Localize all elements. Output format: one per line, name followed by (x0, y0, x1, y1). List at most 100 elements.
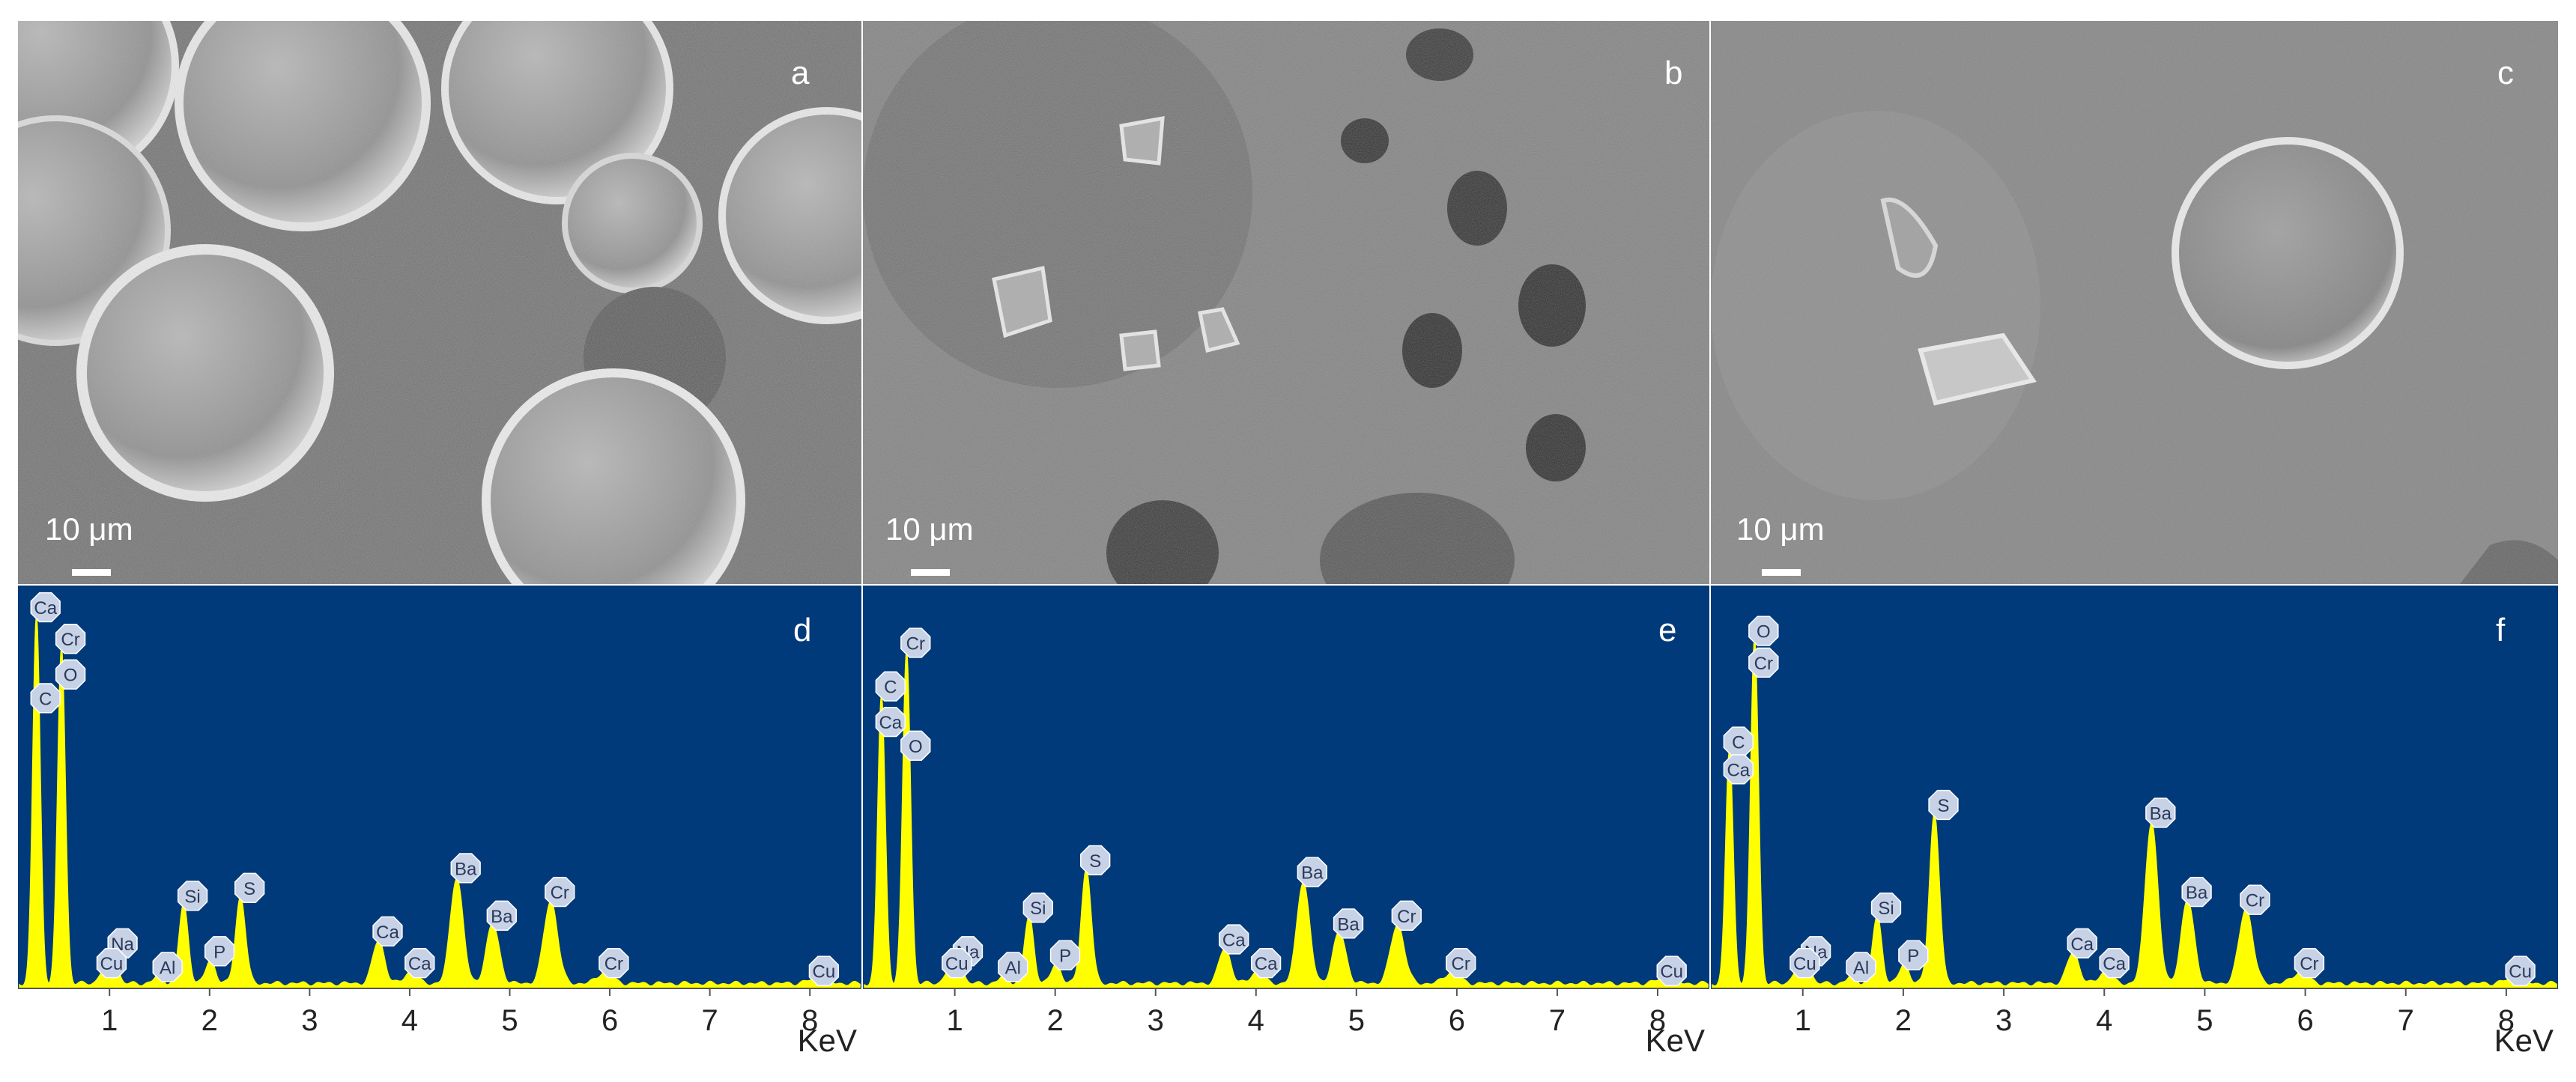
peak-marker-shape (875, 706, 906, 738)
peak-marker-shape (900, 730, 931, 761)
peak-label: Ca (376, 923, 399, 943)
peak-marker-ba: Ba (2181, 876, 2212, 908)
peak-marker-shape (152, 952, 183, 982)
peak-label: Cr (551, 883, 569, 903)
panel-label-e: e (1658, 612, 1677, 648)
x-tick-label: 6 (1449, 1004, 1465, 1037)
peak-marker-ca: Ca (1219, 924, 1249, 955)
peak-marker-shape (900, 627, 931, 658)
peak-marker-shape (1846, 952, 1876, 982)
peak-label: O (909, 737, 923, 757)
peak-marker-al: Al (998, 952, 1028, 982)
peak-label: S (1089, 851, 1101, 872)
x-tick-label: 6 (601, 1004, 618, 1037)
peak-marker-shape (1928, 789, 1959, 821)
peak-label: Ca (879, 713, 902, 733)
peak-label: Cr (61, 630, 79, 650)
peak-marker-ba: Ba (2145, 797, 2176, 828)
panel-label-b: b (1664, 55, 1683, 91)
peak-marker-shape (2240, 884, 2270, 915)
peak-label: Ba (2186, 883, 2208, 903)
peak-marker-shape (30, 683, 61, 714)
peak-label: Ba (1301, 863, 1324, 884)
panel-label-c: c (2497, 55, 2514, 91)
peak-label: Si (1878, 899, 1894, 919)
peak-label: Cr (2300, 954, 2318, 974)
peak-label: Ca (1255, 954, 1278, 974)
peak-marker-cr: Cr (2240, 884, 2270, 915)
peak-marker-shape (2099, 948, 2130, 979)
peak-marker-ba: Ba (1333, 908, 1364, 939)
peak-marker-shape (96, 948, 127, 979)
peak-marker-si: Si (1022, 893, 1053, 923)
peak-marker-shape (1870, 893, 1902, 923)
x-axis-label: KeV (1646, 1023, 1705, 1058)
peak-marker-cu: Cu (942, 948, 972, 979)
x-tick-label: 8 (1649, 1004, 1666, 1037)
axis-area (863, 988, 1709, 1069)
peak-marker-shape (1022, 893, 1053, 923)
x-tick-label: 5 (2196, 1004, 2213, 1037)
peak-label: O (64, 666, 78, 686)
peak-marker-shape (1656, 955, 1687, 986)
spectrum-background (18, 586, 861, 988)
peak-marker-shape (942, 948, 972, 979)
peak-marker-shape (2505, 955, 2536, 986)
peak-marker-ca: Ca (30, 592, 61, 623)
peak-label: Cr (906, 633, 925, 654)
peak-label: Cu (2509, 962, 2532, 982)
peak-label: Ba (491, 907, 513, 927)
peak-marker-c: C (875, 671, 906, 702)
scale-bar-label-b: 10 μm (885, 511, 974, 547)
peak-marker-shape (1898, 940, 1929, 970)
eds-spectrum-d: 1 2 3 4 5 6 7 8 KeV Ca C Cr O Na Cu Al Si P S Ca Ca Ba Ba Cr Cr C… (18, 586, 861, 1069)
peak-marker-shape (177, 881, 208, 911)
x-tick-label: 8 (2498, 1004, 2515, 1037)
peak-label: P (213, 942, 225, 962)
peak-marker-shape (545, 876, 575, 908)
peak-label: Ba (1337, 914, 1360, 934)
peak-marker-ca: Ca (2099, 948, 2130, 979)
sem-micrograph-b: b 10 μm (863, 21, 1709, 584)
peak-marker-cu: Cu (96, 948, 127, 979)
scale-bar-label-c: 10 μm (1736, 511, 1825, 547)
peak-marker-cr: Cr (1748, 647, 1779, 678)
x-tick-label: 5 (1348, 1004, 1365, 1037)
peak-marker-shape (450, 853, 481, 884)
x-tick-label: 6 (2297, 1004, 2313, 1037)
x-tick-label: 7 (2398, 1004, 2414, 1037)
peak-marker-ca: Ca (404, 948, 435, 979)
peak-marker-si: Si (177, 881, 208, 911)
sem-texture-b (863, 21, 1709, 584)
peak-marker-cr: Cr (1446, 948, 1476, 979)
peak-marker-shape (30, 592, 61, 623)
peak-marker-shape (372, 916, 403, 947)
peak-label: Cu (100, 954, 124, 974)
scale-bar-a (72, 569, 111, 576)
peak-label: Cr (1452, 954, 1470, 974)
peak-marker-shape (1333, 908, 1364, 939)
peak-marker-cu: Cu (808, 955, 840, 986)
panel-label-d: d (793, 612, 812, 648)
peak-marker-shape (1250, 948, 1282, 979)
peak-label: Ca (34, 598, 57, 618)
x-tick-label: 1 (1795, 1004, 1811, 1037)
peak-marker-shape (1748, 616, 1779, 646)
x-tick-label: 7 (702, 1004, 718, 1037)
peak-label: Cu (1793, 954, 1816, 974)
peak-marker-ca: Ca (1723, 754, 1754, 785)
peak-marker-c: C (30, 683, 61, 714)
scale-bar-label-a: 10 μm (45, 511, 133, 547)
peak-marker-o: O (900, 730, 931, 761)
spectrum-background (863, 586, 1709, 988)
x-tick-label: 1 (947, 1004, 963, 1037)
peak-marker-al: Al (152, 952, 183, 982)
peak-label: Si (184, 887, 200, 907)
peak-label: O (1757, 622, 1771, 642)
peak-label: P (1907, 946, 1919, 967)
peak-label: Cr (1397, 907, 1416, 927)
eds-spectrum-f: 1 2 3 4 5 6 7 8 KeV O Cr C Ca Na Cu Al Si P S Ca Ca Ba Ba Cr Cr C… (1711, 586, 2558, 1069)
peak-label: C (39, 689, 52, 709)
